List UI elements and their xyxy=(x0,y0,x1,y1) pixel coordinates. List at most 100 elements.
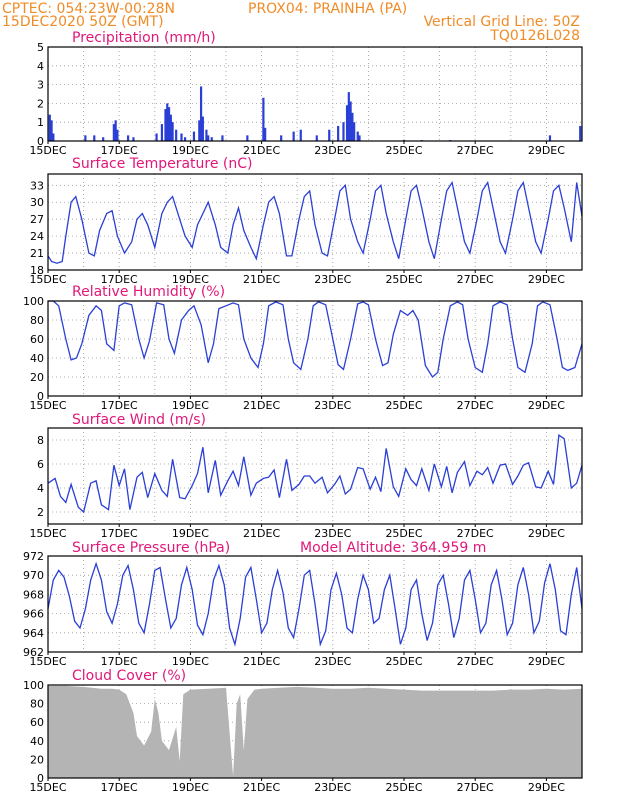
rh-ytick-label: 60 xyxy=(30,333,44,346)
precip-bar xyxy=(112,124,115,141)
cloud-xtick-label: 25DEC xyxy=(385,781,422,794)
temp-xtick-label: 19DEC xyxy=(172,273,209,286)
precip-ytick-label: 0 xyxy=(37,135,44,148)
wind-title: Surface Wind (m/s) xyxy=(72,412,206,428)
precip-xtick-label: 25DEC xyxy=(385,144,422,157)
rh-title: Relative Humidity (%) xyxy=(72,284,225,300)
precip-bar xyxy=(207,135,210,141)
precip-bar xyxy=(292,131,295,141)
precip-bar xyxy=(358,135,361,141)
precip-bar xyxy=(160,124,164,141)
wind-xtick-label: 29DEC xyxy=(528,527,565,540)
pressure-frame xyxy=(47,555,583,653)
wind-xtick-label: 19DEC xyxy=(172,527,209,540)
rh-ytick-label: 80 xyxy=(30,314,44,327)
precip-bar xyxy=(349,101,352,141)
rh-xtick-label: 17DEC xyxy=(101,399,138,412)
rh-ytick-label: 40 xyxy=(30,352,44,365)
precip-bar xyxy=(166,103,169,141)
precip-bar xyxy=(127,135,130,141)
pressure-title: Surface Pressure (hPa) xyxy=(72,540,230,556)
cloud-ytick-label: 80 xyxy=(30,698,44,711)
temp-xtick-label: 25DEC xyxy=(385,273,422,286)
precip-bar xyxy=(52,133,55,141)
precip-ytick-label: 1 xyxy=(37,116,44,129)
precip-ytick-label: 3 xyxy=(37,79,44,92)
cloud-ytick-label: 60 xyxy=(30,716,44,729)
rh-xtick-label: 29DEC xyxy=(528,399,565,412)
rh-frame xyxy=(47,300,583,397)
rh-ytick-label: 100 xyxy=(23,295,44,308)
precip-bar xyxy=(167,107,171,141)
temp-ytick-label: 30 xyxy=(30,196,44,209)
pressure-xtick-label: 25DEC xyxy=(385,655,422,668)
wind-line xyxy=(47,434,583,514)
precip-bar xyxy=(169,114,172,141)
precip-xtick-label: 21DEC xyxy=(243,144,280,157)
precip-bar xyxy=(315,135,318,141)
precip-bar xyxy=(199,86,203,141)
precip-bar xyxy=(183,137,187,141)
pressure-xtick-label: 17DEC xyxy=(101,655,138,668)
wind-xtick-label: 25DEC xyxy=(385,527,422,540)
precip-xtick-label: 23DEC xyxy=(314,144,351,157)
rh-xtick-label: 25DEC xyxy=(385,399,422,412)
precip-bar xyxy=(264,127,267,141)
cloud-ytick-label: 100 xyxy=(23,679,44,692)
precip-bar xyxy=(155,133,158,141)
wind-xtick-label: 21DEC xyxy=(243,527,280,540)
cloud-panel: 0 20 40 60 80 100 15DEC 17DEC 19DEC 21DEC 23DEC 25D… xyxy=(23,679,583,794)
header-location: CPTEC: 054:23W-00:28N xyxy=(2,1,175,17)
precip-ytick-label: 5 xyxy=(37,41,44,54)
rh-xtick-label: 19DEC xyxy=(172,399,209,412)
precip-bar xyxy=(328,129,331,141)
precip-bar xyxy=(210,137,213,141)
precip-bar xyxy=(280,135,283,141)
pressure-xtick-label: 29DEC xyxy=(528,655,565,668)
precip-bar xyxy=(347,92,350,141)
wind-panel: 2 4 6 8 15DEC 17DEC 19DEC 21DEC 23DEC 25DEC 27DEC 2… xyxy=(29,427,583,540)
precip-ytick-label: 2 xyxy=(37,97,44,110)
pressure-ytick-label: 962 xyxy=(23,646,44,659)
cloud-xtick-label: 29DEC xyxy=(528,781,565,794)
pressure-ytick-label: 970 xyxy=(23,569,44,582)
precip-bar xyxy=(192,131,196,141)
header-model: TQ0126L028 xyxy=(489,28,580,44)
precip-bar xyxy=(116,129,119,141)
cloud-xtick-label: 17DEC xyxy=(101,781,138,794)
temp-frame xyxy=(47,173,583,271)
cloud-xtick-label: 15DEC xyxy=(29,781,66,794)
precip-bar xyxy=(342,122,345,141)
temp-ytick-label: 21 xyxy=(30,247,44,260)
pressure-ytick-label: 966 xyxy=(23,608,44,621)
precip-bar xyxy=(351,112,354,141)
cloud-xtick-label: 19DEC xyxy=(172,781,209,794)
precip-bar xyxy=(548,135,552,141)
wind-ytick-label: 8 xyxy=(37,434,44,447)
temp-xtick-label: 23DEC xyxy=(314,273,351,286)
wind-xtick-label: 23DEC xyxy=(314,527,351,540)
precip-ytick-label: 4 xyxy=(37,60,44,73)
precip-bar xyxy=(262,97,265,141)
rh-ytick-label: 20 xyxy=(30,371,44,384)
pressure-xtick-label: 27DEC xyxy=(457,655,494,668)
precip-bar xyxy=(345,105,349,141)
cloud-xtick-label: 23DEC xyxy=(314,781,351,794)
precip-bar xyxy=(93,135,96,141)
header-station: PROX04: PRAINHA (PA) xyxy=(248,1,407,17)
cloud-xtick-label: 21DEC xyxy=(243,781,280,794)
pressure-panel: 962 964 966 968 970 972 15DEC 17DEC 19DEC 21DEC 23… xyxy=(23,550,583,668)
wind-frame xyxy=(47,427,583,525)
precip-bar xyxy=(164,109,167,141)
precip-bar xyxy=(84,135,87,141)
wind-xtick-label: 17DEC xyxy=(101,527,138,540)
temp-xtick-label: 17DEC xyxy=(101,273,138,286)
precip-bar xyxy=(356,131,359,141)
temp-ytick-label: 27 xyxy=(30,213,44,226)
temp-line xyxy=(47,180,583,264)
pressure-ytick-label: 968 xyxy=(23,588,44,601)
pressure-xtick-label: 21DEC xyxy=(243,655,280,668)
precip-bar xyxy=(48,114,51,141)
temp-title: Surface Temperature (nC) xyxy=(72,156,253,172)
